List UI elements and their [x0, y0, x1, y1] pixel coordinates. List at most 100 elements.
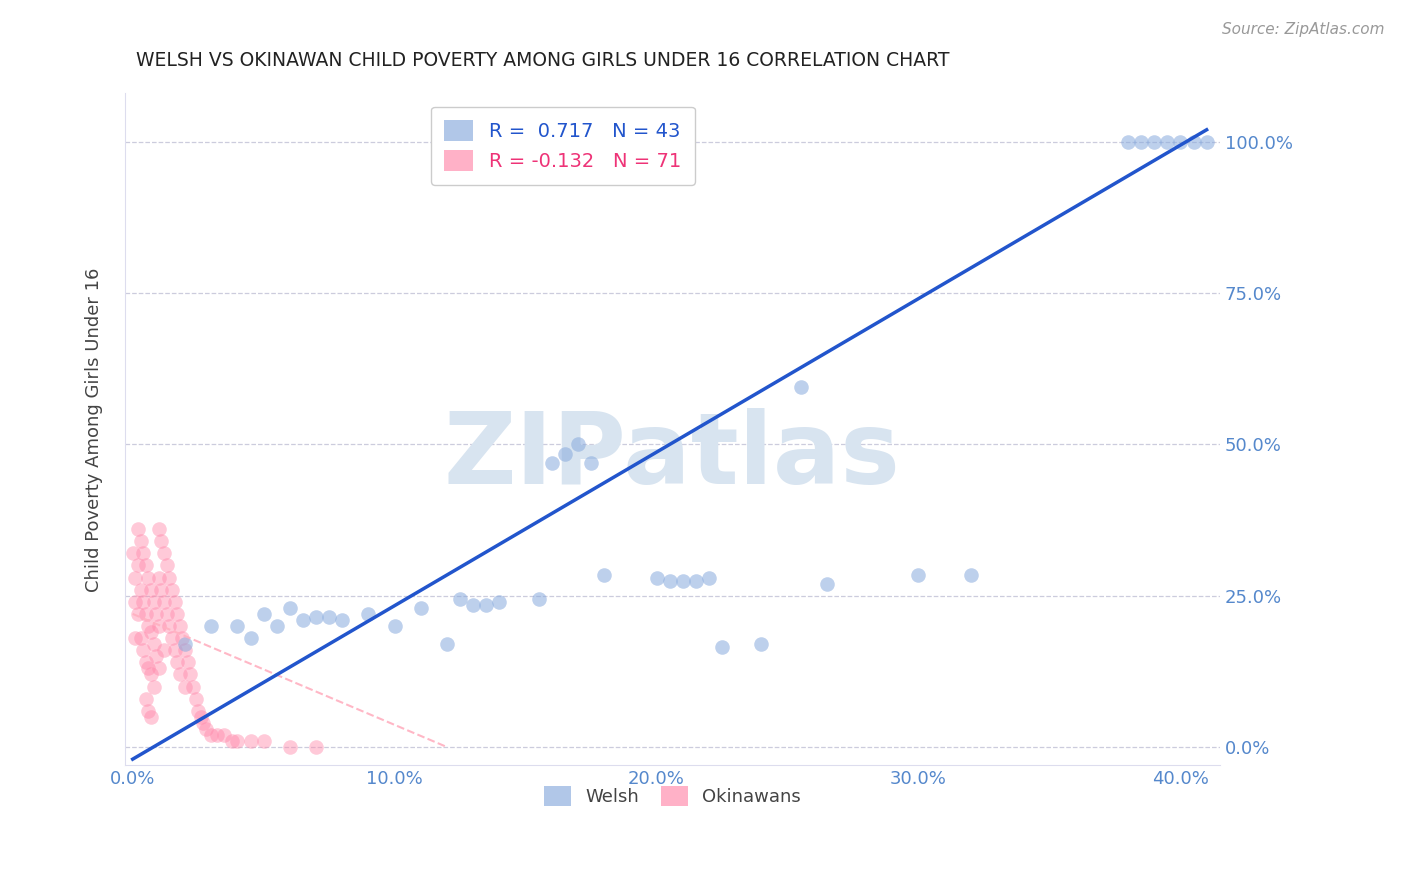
Point [135, 691, 157, 706]
Point [190, 710, 212, 724]
Text: Source: ZipAtlas.com: Source: ZipAtlas.com [1222, 22, 1385, 37]
Point [169, 667, 191, 681]
Point [475, 598, 498, 612]
Point [135, 656, 157, 670]
Point [160, 582, 183, 597]
Point [138, 619, 160, 633]
Point [138, 661, 160, 675]
Point [138, 704, 160, 718]
Point [449, 591, 471, 606]
Point [645, 571, 668, 585]
Point [148, 522, 170, 536]
Point [124, 595, 146, 609]
Point [226, 619, 249, 633]
Point [1143, 135, 1166, 149]
Point [142, 680, 165, 694]
Point [1116, 135, 1139, 149]
Point [132, 595, 155, 609]
Point [266, 619, 288, 633]
Point [163, 595, 186, 609]
Point [139, 667, 162, 681]
Point [153, 595, 176, 609]
Point [436, 637, 458, 651]
Text: WELSH VS OKINAWAN CHILD POVERTY AMONG GIRLS UNDER 16 CORRELATION CHART: WELSH VS OKINAWAN CHILD POVERTY AMONG GI… [136, 51, 949, 70]
Point [239, 734, 262, 748]
Point [187, 704, 209, 718]
Point [169, 619, 191, 633]
Point [148, 661, 170, 675]
Point [1156, 135, 1178, 149]
Point [214, 728, 236, 742]
Point [142, 637, 165, 651]
Point [318, 610, 340, 624]
Text: ZIPatlas: ZIPatlas [444, 408, 901, 505]
Point [960, 567, 983, 582]
Point [193, 715, 215, 730]
Point [138, 571, 160, 585]
Point [156, 558, 179, 573]
Point [593, 567, 616, 582]
Point [685, 574, 707, 588]
Point [291, 613, 314, 627]
Point [172, 631, 194, 645]
Point [145, 607, 167, 621]
Point [176, 656, 198, 670]
Point [463, 598, 485, 612]
Point [200, 619, 222, 633]
Point [488, 595, 510, 609]
Point [166, 607, 188, 621]
Point [145, 649, 167, 664]
Point [711, 640, 734, 655]
Point [226, 734, 249, 748]
Point [305, 740, 328, 755]
Point [174, 643, 197, 657]
Point [330, 613, 353, 627]
Point [278, 740, 301, 755]
Point [554, 446, 576, 460]
Point [135, 558, 157, 573]
Point [163, 643, 186, 657]
Point [127, 558, 149, 573]
Point [195, 722, 218, 736]
Point [166, 656, 188, 670]
Legend: Welsh, Okinawans: Welsh, Okinawans [537, 779, 808, 814]
Point [658, 574, 681, 588]
Point [156, 607, 179, 621]
Point [1170, 135, 1192, 149]
Point [579, 456, 602, 470]
Y-axis label: Child Poverty Among Girls Under 16: Child Poverty Among Girls Under 16 [86, 267, 103, 591]
Point [540, 456, 562, 470]
Point [121, 546, 143, 560]
Point [253, 734, 276, 748]
Point [184, 691, 207, 706]
Point [357, 607, 380, 621]
Point [305, 610, 328, 624]
Point [157, 619, 180, 633]
Point [153, 546, 176, 560]
Point [129, 534, 152, 549]
Point [239, 631, 262, 645]
Point [409, 600, 432, 615]
Point [697, 571, 720, 585]
Point [179, 667, 201, 681]
Point [567, 437, 589, 451]
Point [174, 637, 197, 651]
Point [139, 625, 162, 640]
Point [129, 582, 152, 597]
Point [139, 582, 162, 597]
Point [384, 619, 406, 633]
Point [1182, 135, 1205, 149]
Point [132, 546, 155, 560]
Point [150, 582, 173, 597]
Point [150, 534, 173, 549]
Point [1130, 135, 1153, 149]
Point [1195, 135, 1218, 149]
Point [527, 591, 550, 606]
Point [153, 643, 176, 657]
Point [907, 567, 929, 582]
Point [129, 631, 152, 645]
Point [253, 607, 276, 621]
Point [124, 571, 146, 585]
Point [181, 680, 204, 694]
Point [132, 643, 155, 657]
